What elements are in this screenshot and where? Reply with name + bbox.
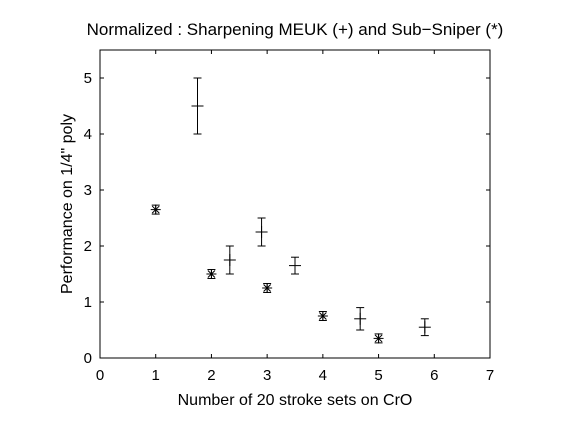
x-tick-label: 2 bbox=[207, 367, 215, 384]
x-tick-label: 0 bbox=[96, 367, 104, 384]
data-point bbox=[373, 333, 384, 344]
star-marker bbox=[374, 334, 383, 343]
data-point bbox=[418, 318, 431, 337]
y-tick-label: 3 bbox=[84, 182, 92, 199]
y-axis: 0 1 2 3 4 5 bbox=[84, 70, 490, 367]
chart-title: Normalized : Sharpening MEUK (+) and Sub… bbox=[87, 20, 504, 39]
data-point bbox=[289, 256, 301, 275]
data-point bbox=[317, 311, 328, 321]
x-axis-label: Number of 20 stroke sets on CrO bbox=[178, 392, 413, 409]
data-marks bbox=[150, 77, 431, 344]
data-point bbox=[262, 283, 273, 293]
plot-area bbox=[99, 49, 491, 359]
data-point bbox=[191, 77, 204, 135]
data-point bbox=[150, 204, 161, 215]
series-1 bbox=[191, 77, 431, 337]
x-tick-label: 6 bbox=[430, 367, 438, 384]
x-tick-label: 4 bbox=[319, 367, 327, 384]
star-marker bbox=[318, 312, 327, 320]
data-point bbox=[206, 269, 217, 279]
star-marker bbox=[207, 270, 216, 278]
data-point bbox=[354, 307, 367, 331]
y-tick-label: 5 bbox=[84, 70, 92, 87]
x-tick-label: 3 bbox=[263, 367, 271, 384]
data-point bbox=[255, 217, 268, 247]
series-2 bbox=[150, 204, 384, 344]
y-tick-label: 1 bbox=[84, 294, 92, 311]
data-point bbox=[223, 245, 236, 275]
y-axis-label: Performance on 1/4" poly bbox=[59, 114, 76, 294]
x-tick-label: 1 bbox=[152, 367, 160, 384]
x-tick-label: 5 bbox=[374, 367, 382, 384]
x-axis: 0 1 2 3 4 5 6 7 bbox=[96, 50, 494, 384]
y-tick-label: 2 bbox=[84, 238, 92, 255]
star-marker bbox=[263, 284, 272, 292]
y-tick-label: 4 bbox=[84, 126, 92, 143]
y-tick-label: 0 bbox=[84, 350, 92, 367]
x-tick-label: 7 bbox=[486, 367, 494, 384]
star-marker bbox=[151, 205, 160, 214]
